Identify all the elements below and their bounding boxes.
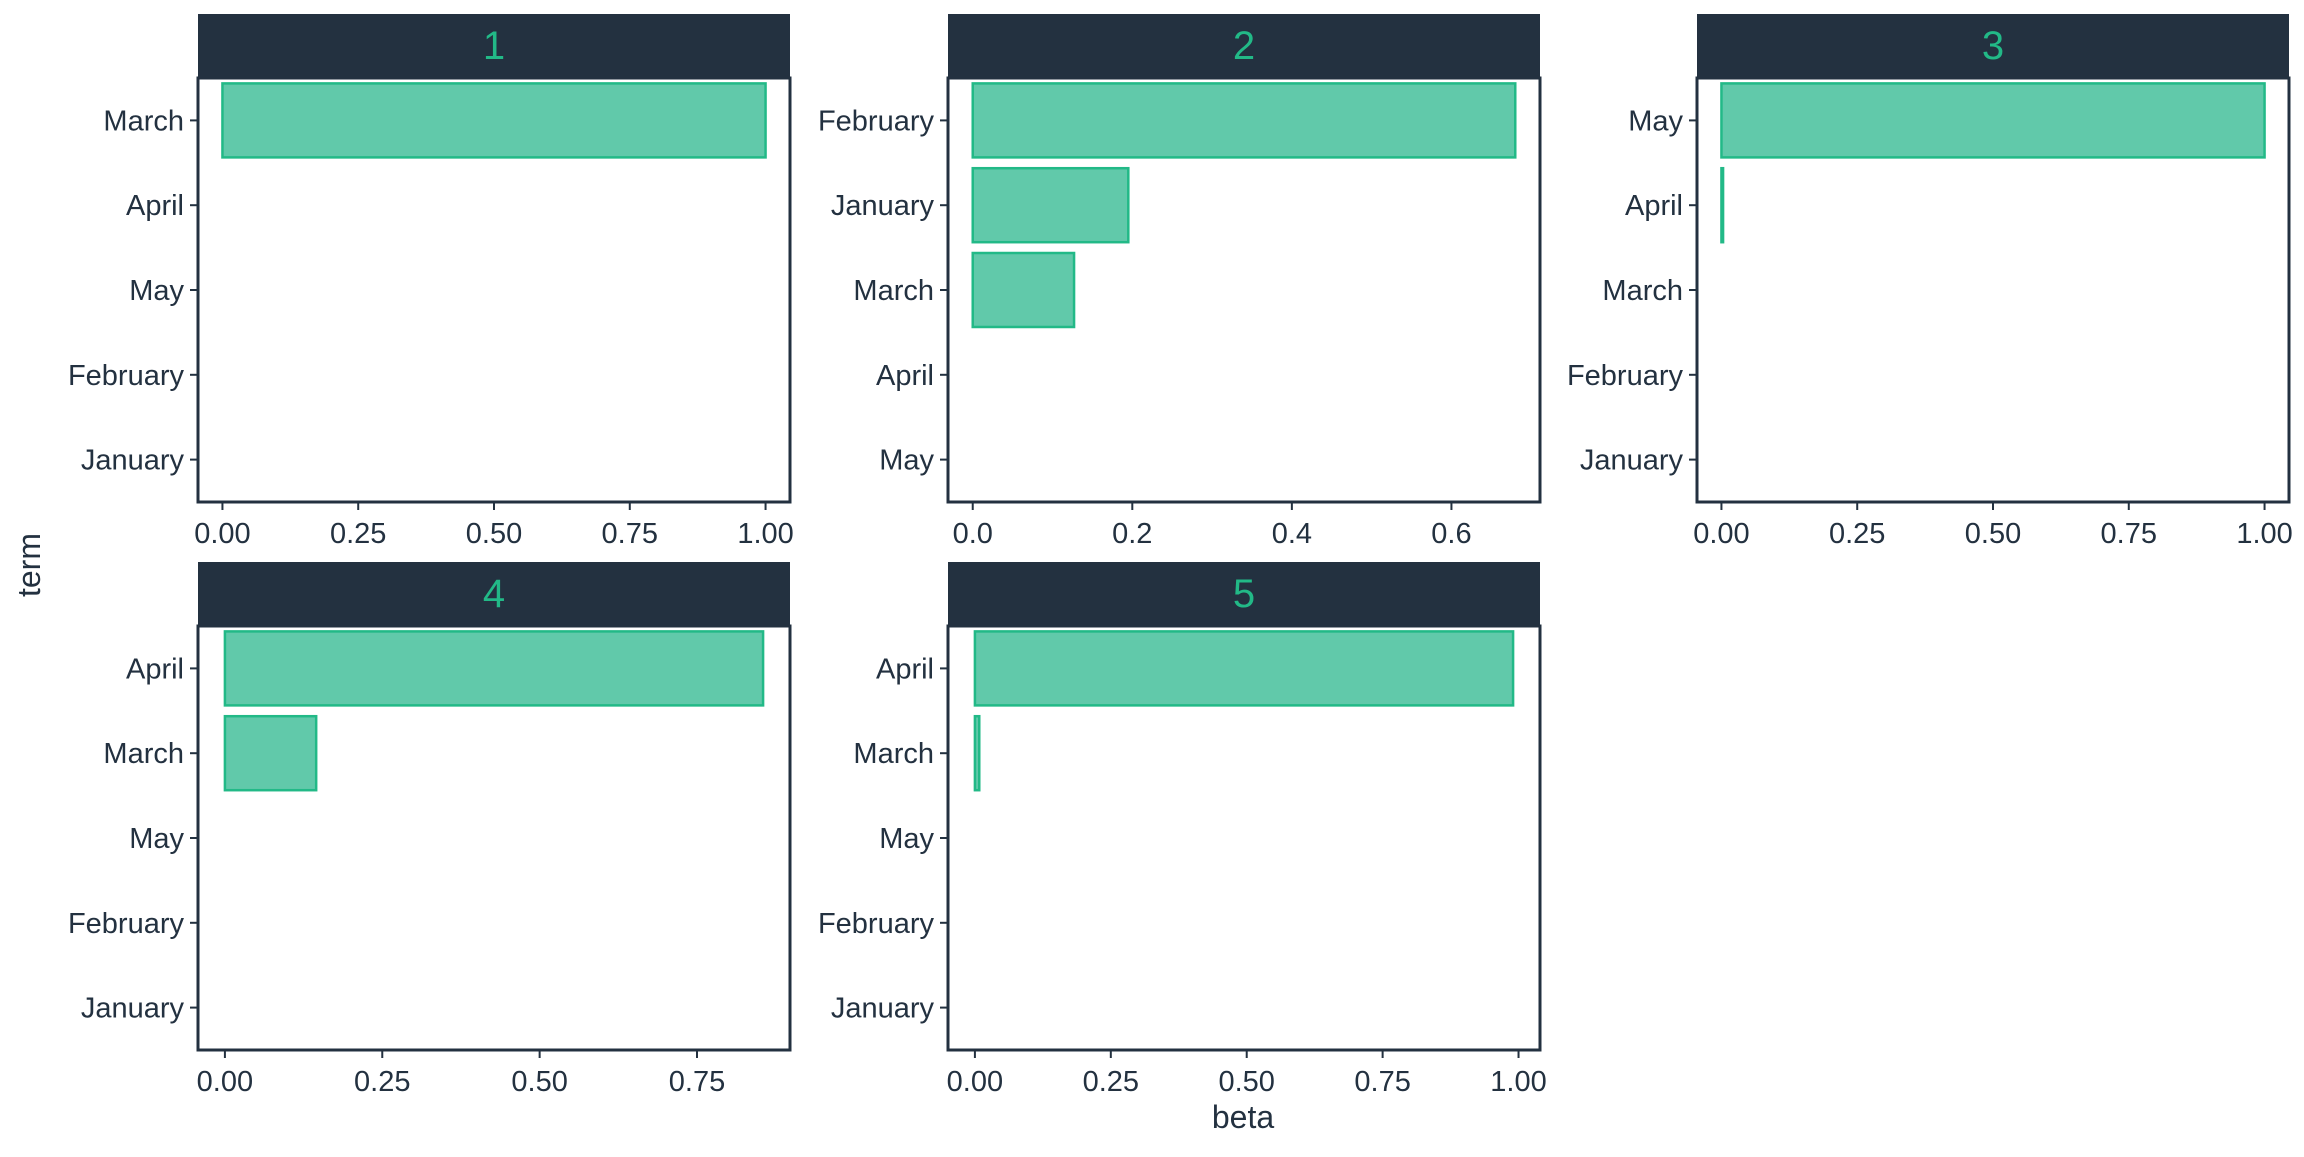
x-tick-label: 0.25 bbox=[1083, 1066, 1139, 1098]
y-tick-label: April bbox=[876, 360, 934, 392]
y-tick-label: March bbox=[103, 738, 184, 770]
bar bbox=[971, 82, 1517, 159]
y-tick-label: January bbox=[1580, 445, 1684, 477]
x-tick-label: 0.75 bbox=[602, 518, 658, 550]
facet-strip-label: 2 bbox=[1233, 24, 1255, 68]
panel-border bbox=[946, 76, 1542, 504]
bar bbox=[1720, 82, 2266, 159]
x-tick-label: 0.75 bbox=[669, 1066, 725, 1098]
y-tick-label: March bbox=[1602, 275, 1683, 307]
x-tick-label: 0.50 bbox=[1218, 1066, 1274, 1098]
y-tick-label: February bbox=[818, 105, 935, 137]
x-tick-label: 0.75 bbox=[1354, 1066, 1410, 1098]
panel-border bbox=[196, 624, 792, 1052]
x-tick-label: 0.00 bbox=[1693, 518, 1749, 550]
x-tick-label: 0.6 bbox=[1431, 518, 1471, 550]
x-tick-label: 0.25 bbox=[354, 1066, 410, 1098]
y-tick-label: January bbox=[831, 190, 935, 222]
panel-border bbox=[946, 624, 1542, 1052]
y-tick-label: January bbox=[831, 993, 935, 1025]
x-tick-label: 0.50 bbox=[466, 518, 522, 550]
x-tick-label: 0.25 bbox=[1829, 518, 1885, 550]
y-tick-label: January bbox=[81, 993, 185, 1025]
facet-strip-label: 1 bbox=[483, 24, 505, 68]
facet-strip bbox=[198, 562, 790, 626]
y-tick-label: February bbox=[68, 908, 185, 940]
bar bbox=[973, 630, 1515, 707]
x-tick-label: 1.00 bbox=[737, 518, 793, 550]
y-axis-title: term bbox=[11, 533, 47, 597]
y-tick-label: February bbox=[68, 360, 185, 392]
bar bbox=[221, 82, 767, 159]
y-tick-label: April bbox=[876, 653, 934, 685]
y-tick-label: February bbox=[818, 908, 935, 940]
y-tick-label: April bbox=[1625, 190, 1683, 222]
facet-strip-label: 5 bbox=[1233, 572, 1255, 616]
bar bbox=[971, 166, 1130, 244]
x-tick-label: 0.0 bbox=[953, 518, 993, 550]
x-tick-label: 0.4 bbox=[1272, 518, 1312, 550]
bar bbox=[223, 714, 318, 792]
y-tick-label: February bbox=[1567, 360, 1684, 392]
x-tick-label: 0.75 bbox=[2101, 518, 2157, 550]
facet-strip-label: 4 bbox=[483, 572, 505, 616]
facet-strip bbox=[1697, 14, 2289, 78]
y-tick-label: March bbox=[103, 105, 184, 137]
bar bbox=[1720, 166, 1725, 244]
facet-strip bbox=[948, 14, 1540, 78]
x-tick-label: 0.2 bbox=[1112, 518, 1152, 550]
bar bbox=[971, 251, 1076, 329]
y-tick-label: April bbox=[126, 653, 184, 685]
y-tick-label: January bbox=[81, 445, 185, 477]
x-tick-label: 0.00 bbox=[947, 1066, 1003, 1098]
facet-strip bbox=[948, 562, 1540, 626]
y-tick-label: May bbox=[129, 275, 184, 307]
bar bbox=[973, 714, 981, 792]
facet-strip bbox=[198, 14, 790, 78]
y-tick-label: May bbox=[129, 823, 184, 855]
y-tick-label: April bbox=[126, 190, 184, 222]
y-tick-label: May bbox=[879, 445, 934, 477]
facet-strip-label: 3 bbox=[1982, 24, 2004, 68]
x-tick-label: 1.00 bbox=[2236, 518, 2292, 550]
y-tick-label: May bbox=[879, 823, 934, 855]
bar bbox=[223, 630, 765, 707]
x-tick-label: 0.00 bbox=[194, 518, 250, 550]
x-tick-label: 0.00 bbox=[197, 1066, 253, 1098]
y-tick-label: March bbox=[853, 275, 934, 307]
x-tick-label: 0.50 bbox=[511, 1066, 567, 1098]
x-tick-label: 0.25 bbox=[330, 518, 386, 550]
y-tick-label: May bbox=[1628, 105, 1683, 137]
x-axis-title: beta bbox=[1212, 1099, 1274, 1135]
x-tick-label: 0.50 bbox=[1965, 518, 2021, 550]
x-tick-label: 1.00 bbox=[1490, 1066, 1546, 1098]
y-tick-label: March bbox=[853, 738, 934, 770]
